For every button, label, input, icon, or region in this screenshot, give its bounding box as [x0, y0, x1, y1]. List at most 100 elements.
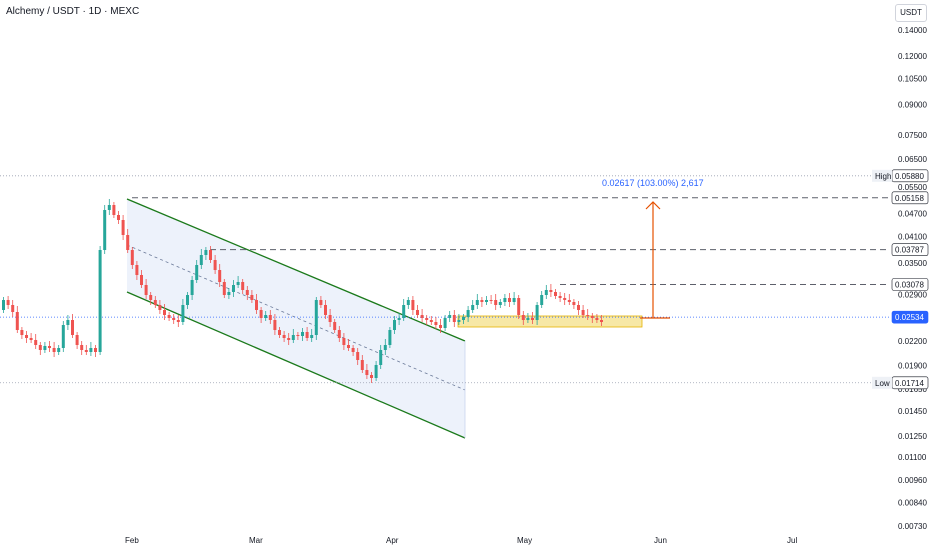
candle-body: [121, 220, 125, 235]
y-tick-label: 0.01100: [898, 453, 927, 462]
candle-body: [66, 320, 70, 325]
candle-body: [567, 300, 571, 302]
candle-body: [420, 315, 424, 318]
candle-body: [512, 298, 516, 302]
candle-body: [475, 300, 479, 305]
price-badge-value: 0.03787: [895, 246, 924, 255]
support-zone[interactable]: [457, 315, 643, 328]
y-tick-label: 0.01650: [898, 385, 927, 394]
candle-body: [554, 292, 557, 296]
y-tick-label: 0.00840: [898, 499, 927, 508]
candle-body: [176, 320, 180, 322]
candle-body: [494, 300, 498, 305]
price-badge: [891, 243, 929, 256]
candle-body: [319, 300, 323, 305]
candle-body: [503, 298, 507, 302]
candle-body: [356, 352, 360, 360]
candle-body: [549, 290, 553, 292]
price-tag-label: Low: [875, 379, 890, 388]
candle-body: [71, 320, 74, 335]
price-badge-value: 0.03078: [895, 280, 924, 289]
candle-body: [480, 300, 484, 302]
candle-body: [328, 315, 332, 322]
x-axis-label: Feb: [125, 536, 139, 545]
price-badge: [891, 310, 929, 324]
candle-body: [48, 346, 51, 348]
x-axis-label: Apr: [386, 536, 399, 545]
candle-body: [577, 305, 580, 310]
candle-body: [517, 298, 521, 315]
candle-body: [457, 320, 461, 322]
candle-body: [250, 295, 254, 300]
candle-body: [195, 265, 199, 280]
candle-body: [112, 205, 116, 215]
y-tick-label: 0.14000: [898, 26, 927, 35]
candle-body: [558, 296, 562, 298]
candle-body: [34, 340, 38, 345]
currency-button[interactable]: USDT: [895, 4, 927, 22]
candle-body: [489, 300, 493, 301]
candle-body: [84, 350, 88, 352]
candle-body: [227, 292, 231, 295]
y-tick-label: 0.01900: [898, 362, 927, 371]
candle-body: [222, 282, 226, 295]
candle-body: [342, 338, 346, 345]
candle-body: [370, 375, 373, 378]
measure-arrow-head: [645, 201, 661, 210]
candle-body: [144, 285, 148, 295]
candle-body: [581, 310, 585, 315]
y-tick-label: 0.00730: [898, 522, 927, 531]
y-tick-label: 0.04100: [898, 232, 927, 241]
candle-body: [406, 300, 410, 305]
candle-body: [416, 310, 419, 315]
candle-body: [590, 316, 594, 318]
y-tick-label: 0.01450: [898, 407, 927, 416]
candle-body: [75, 335, 79, 345]
candle-body: [462, 317, 465, 320]
candle-body: [305, 332, 309, 338]
price-badge-value: 0.02534: [895, 313, 924, 322]
candle-body: [291, 335, 295, 340]
candle-body: [241, 282, 245, 290]
candle-body: [186, 295, 189, 305]
candle-body: [158, 305, 162, 310]
candle-body: [521, 315, 525, 320]
price-badge-value: 0.01714: [895, 379, 924, 388]
measure-annotation: 0.02617 (103.00%) 2,617: [602, 178, 704, 188]
candle-body: [383, 345, 387, 350]
candle-body: [2, 300, 5, 310]
y-tick-label: 0.00960: [898, 476, 927, 485]
candle-body: [213, 260, 217, 270]
candle-body: [209, 250, 212, 260]
candle-body: [107, 205, 111, 210]
candle-body: [360, 360, 364, 370]
candle-body: [89, 348, 93, 352]
candle-body: [434, 322, 438, 325]
y-tick-label: 0.03500: [898, 259, 927, 268]
candle-body: [282, 335, 286, 338]
y-tick-label: 0.12000: [898, 52, 927, 61]
candle-body: [471, 305, 475, 310]
candle-body: [586, 315, 590, 316]
candle-body: [526, 318, 530, 320]
candle-body: [402, 305, 406, 318]
y-tick-label: 0.06500: [898, 155, 927, 164]
candle-body: [365, 370, 369, 375]
candle-body: [443, 318, 447, 328]
candle-body: [314, 300, 318, 335]
channel-mid-line[interactable]: [126, 244, 466, 391]
candle-body: [163, 310, 166, 315]
candle-body: [333, 322, 337, 330]
candle-body: [452, 315, 456, 322]
candles-group: [2, 199, 603, 383]
candle-body: [236, 282, 240, 285]
candle-body: [374, 365, 378, 378]
candle-body: [397, 318, 401, 320]
candle-body: [57, 348, 61, 352]
candle-body: [544, 290, 548, 295]
candle-body: [167, 315, 171, 318]
candle-body: [11, 305, 15, 312]
candle-body: [181, 305, 185, 322]
candle-body: [153, 300, 157, 305]
